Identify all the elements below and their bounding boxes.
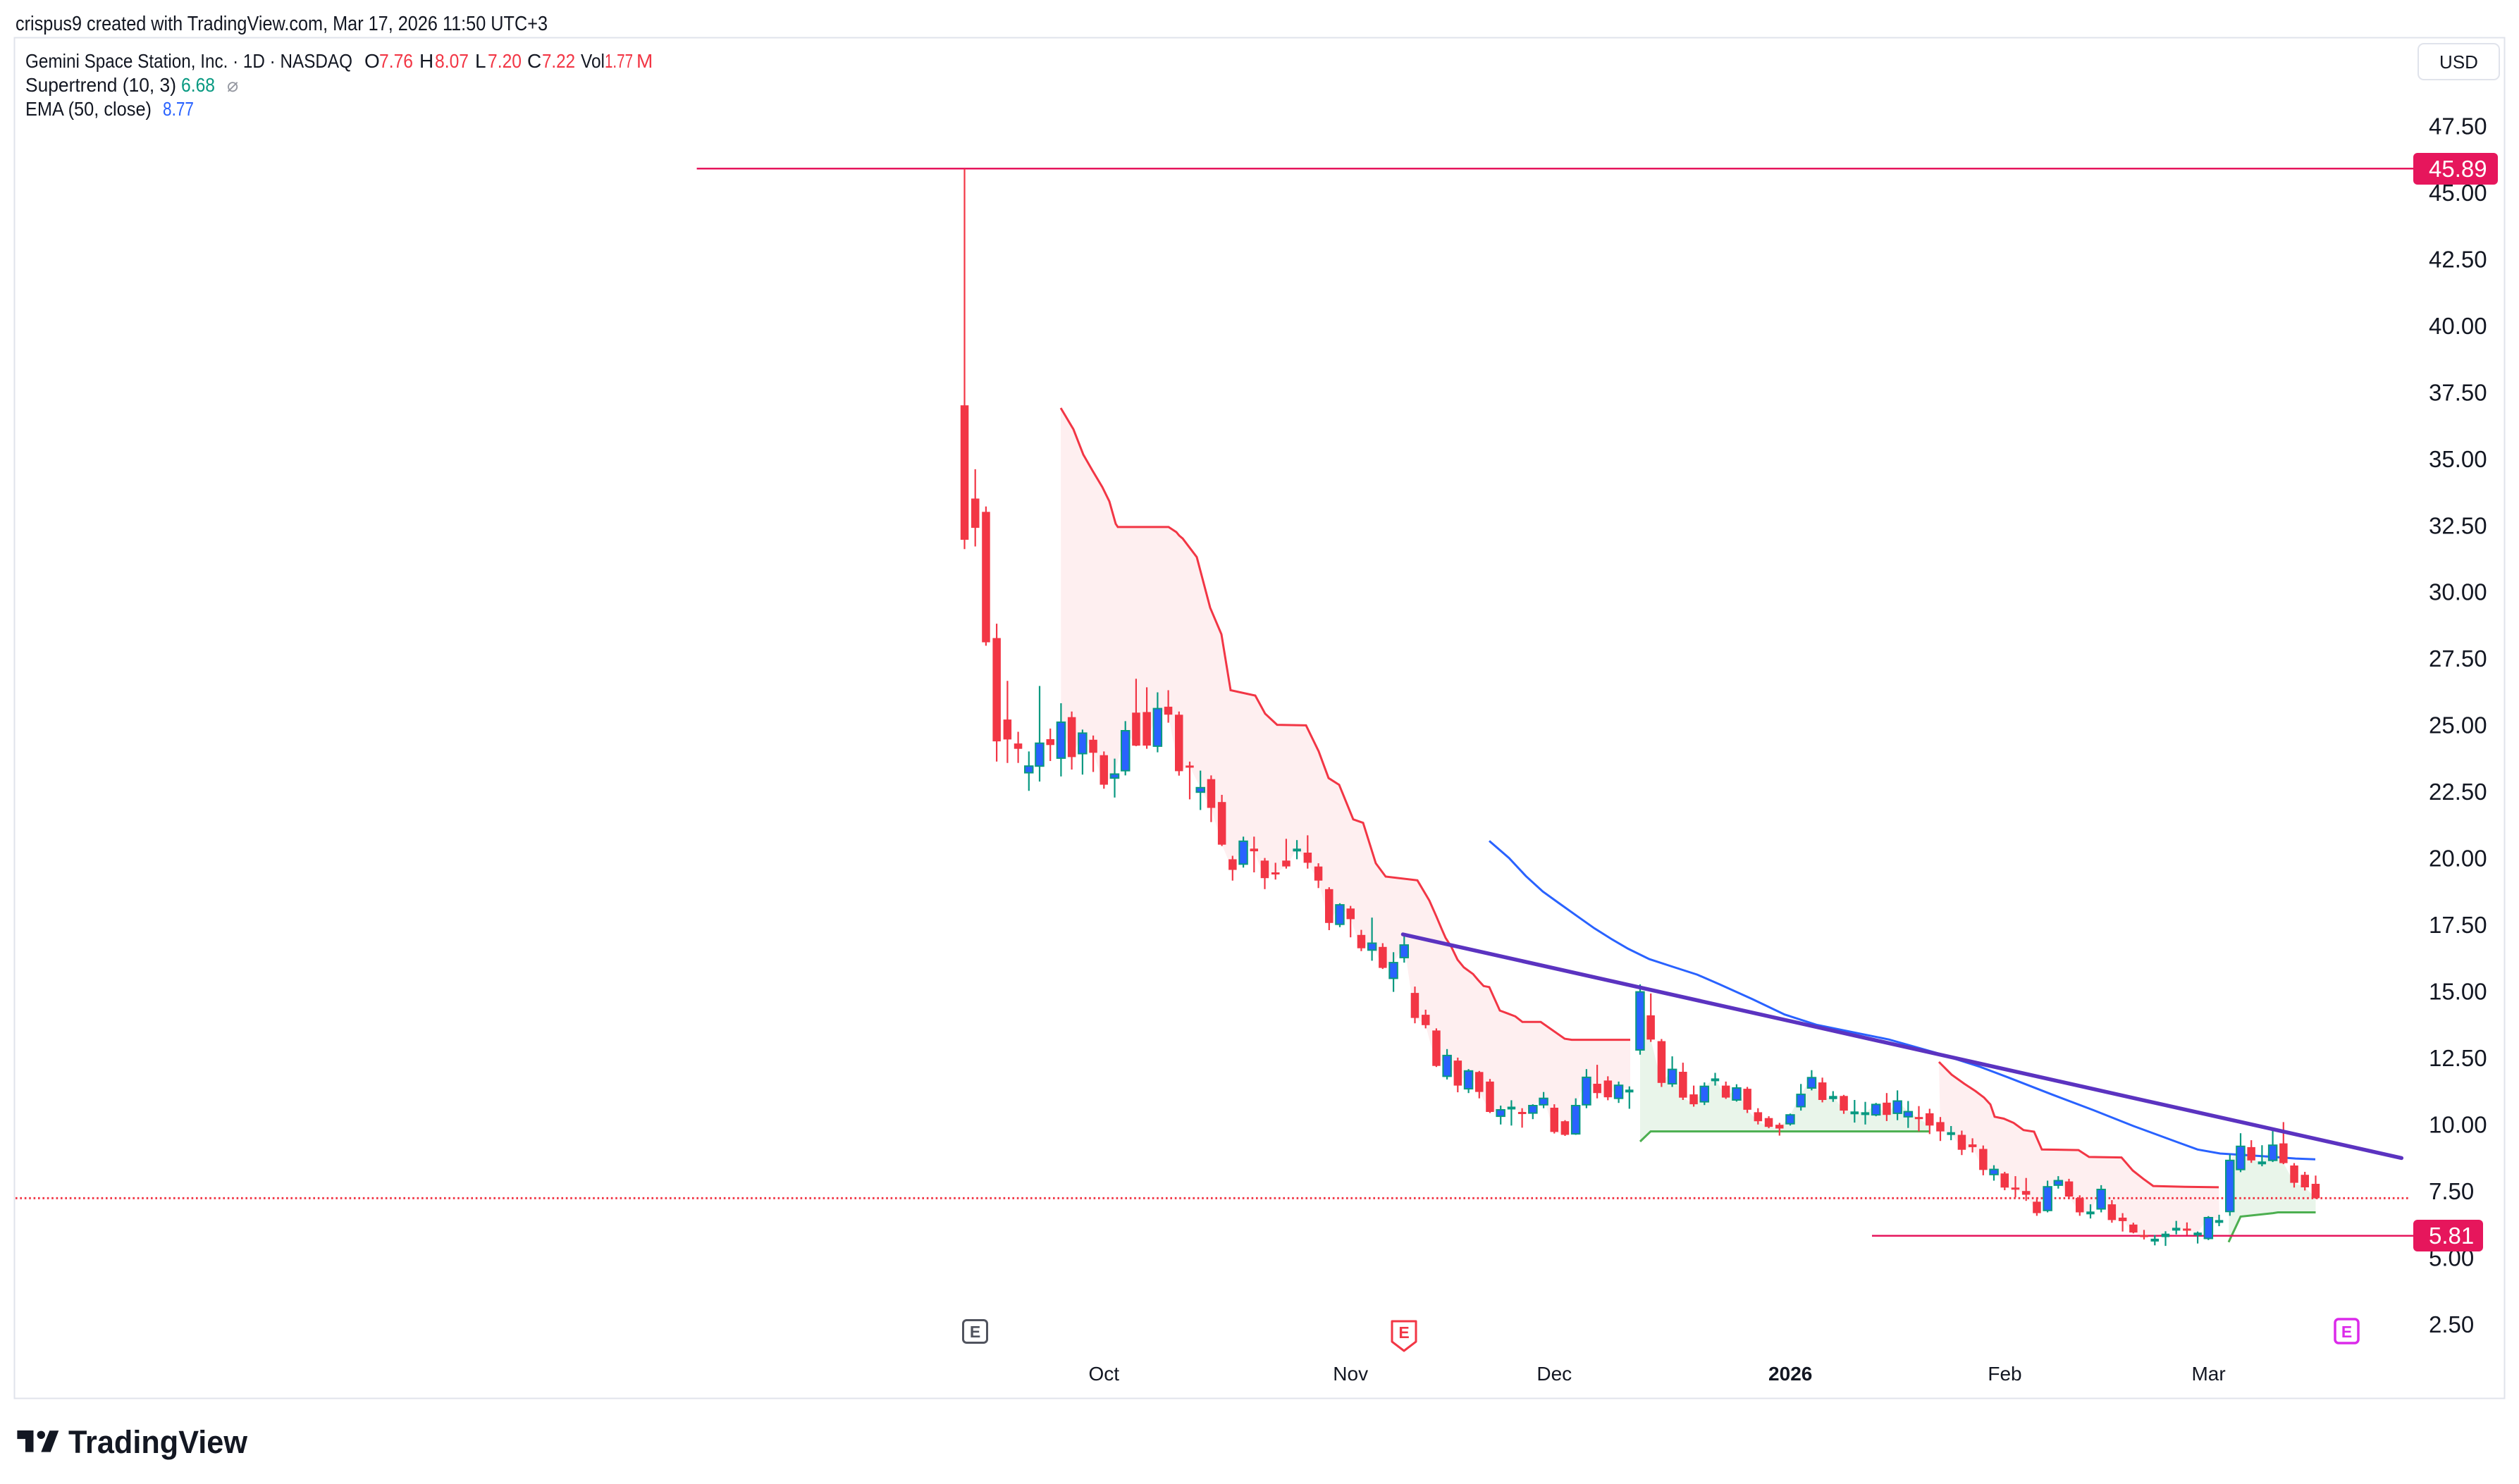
- svg-text:27.50: 27.50: [2429, 645, 2487, 672]
- svg-text:L: L: [475, 50, 486, 72]
- svg-text:Dec: Dec: [1536, 1363, 1572, 1385]
- svg-text:30.00: 30.00: [2429, 579, 2487, 605]
- svg-text:Supertrend (10, 3): Supertrend (10, 3): [25, 74, 176, 96]
- svg-text:42.50: 42.50: [2429, 246, 2487, 272]
- svg-text:17.50: 17.50: [2429, 912, 2487, 938]
- svg-text:⌀: ⌀: [227, 75, 238, 96]
- svg-text:C: C: [527, 50, 541, 72]
- svg-text:12.50: 12.50: [2429, 1045, 2487, 1071]
- svg-text:5.81: 5.81: [2429, 1223, 2474, 1249]
- svg-text:47.50: 47.50: [2429, 113, 2487, 140]
- svg-text:45.89: 45.89: [2429, 156, 2487, 182]
- svg-text:1.77: 1.77: [605, 50, 633, 72]
- svg-text:O: O: [364, 50, 380, 72]
- svg-text:37.50: 37.50: [2429, 379, 2487, 405]
- svg-text:8.07: 8.07: [435, 50, 469, 72]
- svg-text:EMA (50, close): EMA (50, close): [25, 98, 152, 120]
- svg-text:8.77: 8.77: [163, 98, 194, 120]
- svg-text:35.00: 35.00: [2429, 446, 2487, 472]
- svg-text:40.00: 40.00: [2429, 313, 2487, 339]
- svg-text:crispus9 created with TradingV: crispus9 created with TradingView.com, M…: [16, 13, 548, 35]
- svg-text:15.00: 15.00: [2429, 979, 2487, 1005]
- svg-text:22.50: 22.50: [2429, 779, 2487, 805]
- svg-text:2026: 2026: [1768, 1363, 1812, 1385]
- svg-text:6.68: 6.68: [181, 74, 215, 96]
- svg-text:25.00: 25.00: [2429, 712, 2487, 738]
- svg-text:7.20: 7.20: [488, 50, 522, 72]
- svg-text:10.00: 10.00: [2429, 1111, 2487, 1137]
- svg-text:TradingView: TradingView: [68, 1424, 248, 1460]
- svg-text:E: E: [2341, 1323, 2352, 1341]
- svg-text:Mar: Mar: [2191, 1363, 2225, 1385]
- svg-text:7.50: 7.50: [2429, 1178, 2474, 1204]
- svg-text:E: E: [1398, 1323, 1409, 1342]
- svg-text:Oct: Oct: [1089, 1363, 1120, 1385]
- svg-text:M: M: [636, 50, 653, 72]
- svg-text:7.76: 7.76: [379, 50, 413, 72]
- svg-text:7.22: 7.22: [542, 50, 575, 72]
- svg-text:H: H: [419, 50, 433, 72]
- svg-text:2.50: 2.50: [2429, 1311, 2474, 1337]
- svg-text:USD: USD: [2439, 51, 2478, 73]
- svg-text:Vol: Vol: [581, 50, 605, 72]
- svg-text:E: E: [970, 1323, 980, 1341]
- svg-text:Gemini Space Station, Inc. · 1: Gemini Space Station, Inc. · 1D · NASDAQ: [25, 50, 352, 72]
- svg-text:32.50: 32.50: [2429, 512, 2487, 538]
- svg-text:20.00: 20.00: [2429, 846, 2487, 872]
- svg-text:Nov: Nov: [1333, 1363, 1368, 1385]
- svg-text:Feb: Feb: [1988, 1363, 2021, 1385]
